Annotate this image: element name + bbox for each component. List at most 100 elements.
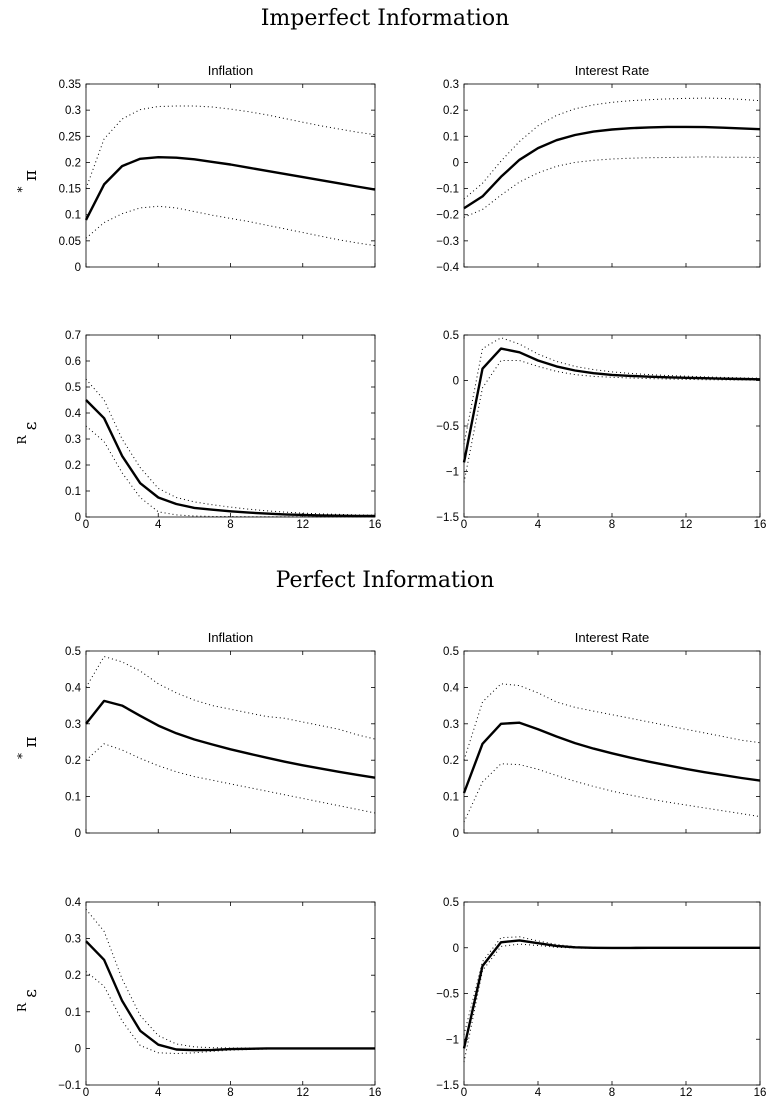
y-tick-label: 0 <box>453 157 459 169</box>
series-line-band-2 <box>85 971 375 1054</box>
x-tick-label: 8 <box>227 1087 233 1099</box>
series-line-band-1 <box>85 908 375 1049</box>
series-line-band-1 <box>85 378 376 516</box>
y-tick-label: 0.5 <box>65 382 81 394</box>
x-tick-label: 4 <box>155 1087 162 1099</box>
series-line-band-1 <box>463 936 760 1035</box>
y-tick-label: 0.3 <box>443 79 459 91</box>
y-tick-label: 0.4 <box>443 682 460 694</box>
series-line-band-2 <box>85 205 376 247</box>
x-tick-label: 8 <box>609 1087 615 1099</box>
y-tick-label: 0.6 <box>65 356 81 368</box>
y-tick-label: 0.1 <box>65 1007 81 1019</box>
series-line-band-2 <box>463 943 760 1063</box>
y-axis-label: π <box>21 736 41 747</box>
y-tick-label: −0.5 <box>436 421 459 433</box>
y-tick-label: −1.5 <box>436 1080 459 1092</box>
x-tick-label: 4 <box>535 519 542 531</box>
y-tick-label: −0.5 <box>436 989 459 1001</box>
y-tick-label: 0 <box>75 262 81 274</box>
y-tick-label: 0.2 <box>443 755 459 767</box>
plot-frame <box>85 334 376 518</box>
panel-title: Interest Rate <box>575 630 649 645</box>
plot-frame <box>463 901 761 1086</box>
plot-frame <box>463 650 761 834</box>
y-tick-label: 0.2 <box>65 970 81 982</box>
section-title-imperfect: Imperfect Information <box>260 6 510 31</box>
y-tick-label: 0.35 <box>59 79 81 91</box>
series-line-band-1 <box>85 656 376 740</box>
series-line-band-1 <box>85 105 376 189</box>
y-tick-label: 0.1 <box>443 792 459 804</box>
panel-title: Inflation <box>208 630 254 645</box>
chart-panel-5: 0 0.1 0.2 0.3 0.4 0.5 Interest Rate <box>443 630 761 840</box>
series-line-band-2 <box>85 425 375 518</box>
y-tick-label: 0.3 <box>65 434 81 446</box>
x-tick-label: 16 <box>754 519 767 531</box>
y-tick-label: −0.3 <box>436 236 459 248</box>
y-tick-label: −0.1 <box>58 1080 81 1092</box>
x-tick-label: 4 <box>535 1087 542 1099</box>
x-tick-label: 0 <box>83 519 89 531</box>
series-line-median <box>84 155 376 221</box>
x-tick-label: 16 <box>369 519 382 531</box>
y-tick-label: 0 <box>453 943 459 955</box>
y-tick-label: 0.3 <box>443 719 459 731</box>
y-tick-label: 0.5 <box>443 897 459 909</box>
y-tick-label: 0.2 <box>443 105 459 117</box>
plot-frame <box>85 83 376 268</box>
y-tick-label: 0.4 <box>65 682 82 694</box>
x-tick-label: 12 <box>296 519 309 531</box>
series-line-band-2 <box>463 156 761 218</box>
x-tick-label: 16 <box>369 1087 382 1099</box>
x-tick-label: 4 <box>155 519 162 531</box>
y-tick-label: 0.3 <box>65 105 81 117</box>
x-tick-label: 16 <box>754 1087 767 1099</box>
series-line-median <box>85 699 376 779</box>
y-tick-label: 0.5 <box>443 646 459 658</box>
panel-title: Interest Rate <box>575 63 649 78</box>
y-tick-label: 0.5 <box>65 646 81 658</box>
y-axis-label: ε <box>21 989 41 998</box>
y-tick-label: 0.4 <box>65 408 82 420</box>
y-tick-label: 0 <box>453 828 459 840</box>
chart-panel-3: −1.5 −1 −0.5 0 0.5 0 4 8 12 16 <box>436 330 766 531</box>
y-tick-label: 0.1 <box>65 210 81 222</box>
plot-frame <box>463 334 761 518</box>
series-line-median <box>85 940 375 1052</box>
chart-panel-7: −1.5 −1 −0.5 0 0.5 0 4 8 12 16 <box>436 897 766 1099</box>
y-tick-label: 0.2 <box>65 460 81 472</box>
plot-frame <box>463 83 761 268</box>
y-tick-label: 0.1 <box>65 486 81 498</box>
series-line-band-2 <box>463 763 761 823</box>
panel-title: Inflation <box>208 63 254 78</box>
series-line-band-1 <box>463 97 761 200</box>
y-tick-label: 0.05 <box>59 236 81 248</box>
y-tick-label: 0.4 <box>65 897 82 909</box>
plot-frame <box>85 650 376 834</box>
x-tick-label: 8 <box>609 519 615 531</box>
y-tick-label: −0.2 <box>436 210 459 222</box>
y-tick-label: −0.1 <box>436 184 459 196</box>
y-tick-label: −1 <box>446 467 459 479</box>
series-line-median <box>462 939 760 1049</box>
y-tick-label: 0 <box>75 828 81 840</box>
y-axis-label-superscript: R <box>15 435 29 445</box>
series-line-median <box>462 347 761 463</box>
y-tick-label: 0.15 <box>59 184 81 196</box>
series-line-median <box>462 721 761 794</box>
y-tick-label: 0.2 <box>65 755 81 767</box>
y-tick-label: 0.1 <box>443 131 459 143</box>
y-tick-label: −0.4 <box>436 262 459 274</box>
x-tick-label: 0 <box>83 1087 89 1099</box>
series-line-median <box>463 125 761 210</box>
series-line-band-1 <box>463 337 761 445</box>
y-tick-label: −1.5 <box>436 512 459 524</box>
series-line-band-2 <box>85 743 376 814</box>
x-tick-label: 12 <box>296 1087 309 1099</box>
plot-frame <box>85 901 376 1086</box>
x-tick-label: 12 <box>680 519 693 531</box>
y-tick-label: −1 <box>446 1034 459 1046</box>
y-tick-label: 0 <box>75 512 81 524</box>
